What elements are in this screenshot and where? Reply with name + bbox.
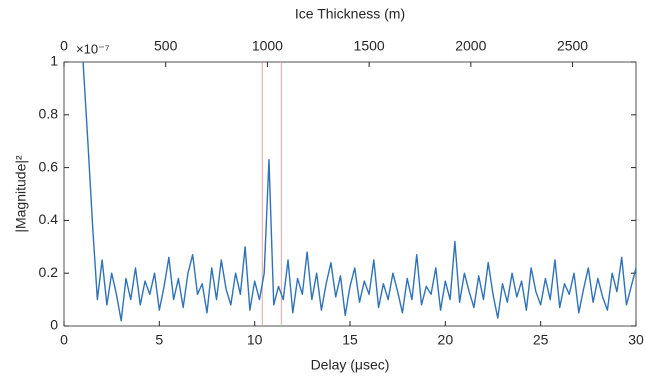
x-tick-label: 30: [628, 332, 644, 348]
x2-tick-label: 0: [60, 38, 68, 54]
y-tick-label: 0: [50, 317, 58, 333]
y-tick-label: 0.2: [39, 264, 59, 280]
data-line: [82, 61, 637, 322]
x-tick-label: 10: [247, 332, 263, 348]
y-tick-label: 0.4: [39, 211, 59, 227]
y-scale-label: ×10⁻⁷: [76, 41, 110, 56]
y-tick-label: 0.6: [39, 158, 59, 174]
x2-tick-label: 1500: [354, 38, 385, 54]
x-tick-label: 25: [533, 332, 549, 348]
y-axis-label: |Magnitude|²: [13, 155, 29, 233]
x2-axis-label: Ice Thickness (m): [295, 6, 405, 22]
x-tick-label: 20: [438, 332, 454, 348]
x-tick-label: 0: [60, 332, 68, 348]
x2-tick-label: 2000: [455, 38, 486, 54]
x2-tick-label: 500: [154, 38, 178, 54]
x-axis-label: Delay (μsec): [311, 357, 390, 373]
x-tick-label: 5: [155, 332, 163, 348]
x2-tick-label: 1000: [252, 38, 283, 54]
y-tick-label: 1: [50, 53, 58, 69]
x-tick-label: 15: [342, 332, 358, 348]
x2-tick-label: 2500: [557, 38, 588, 54]
y-tick-label: 0.8: [39, 106, 59, 122]
plot-area: [63, 61, 637, 327]
